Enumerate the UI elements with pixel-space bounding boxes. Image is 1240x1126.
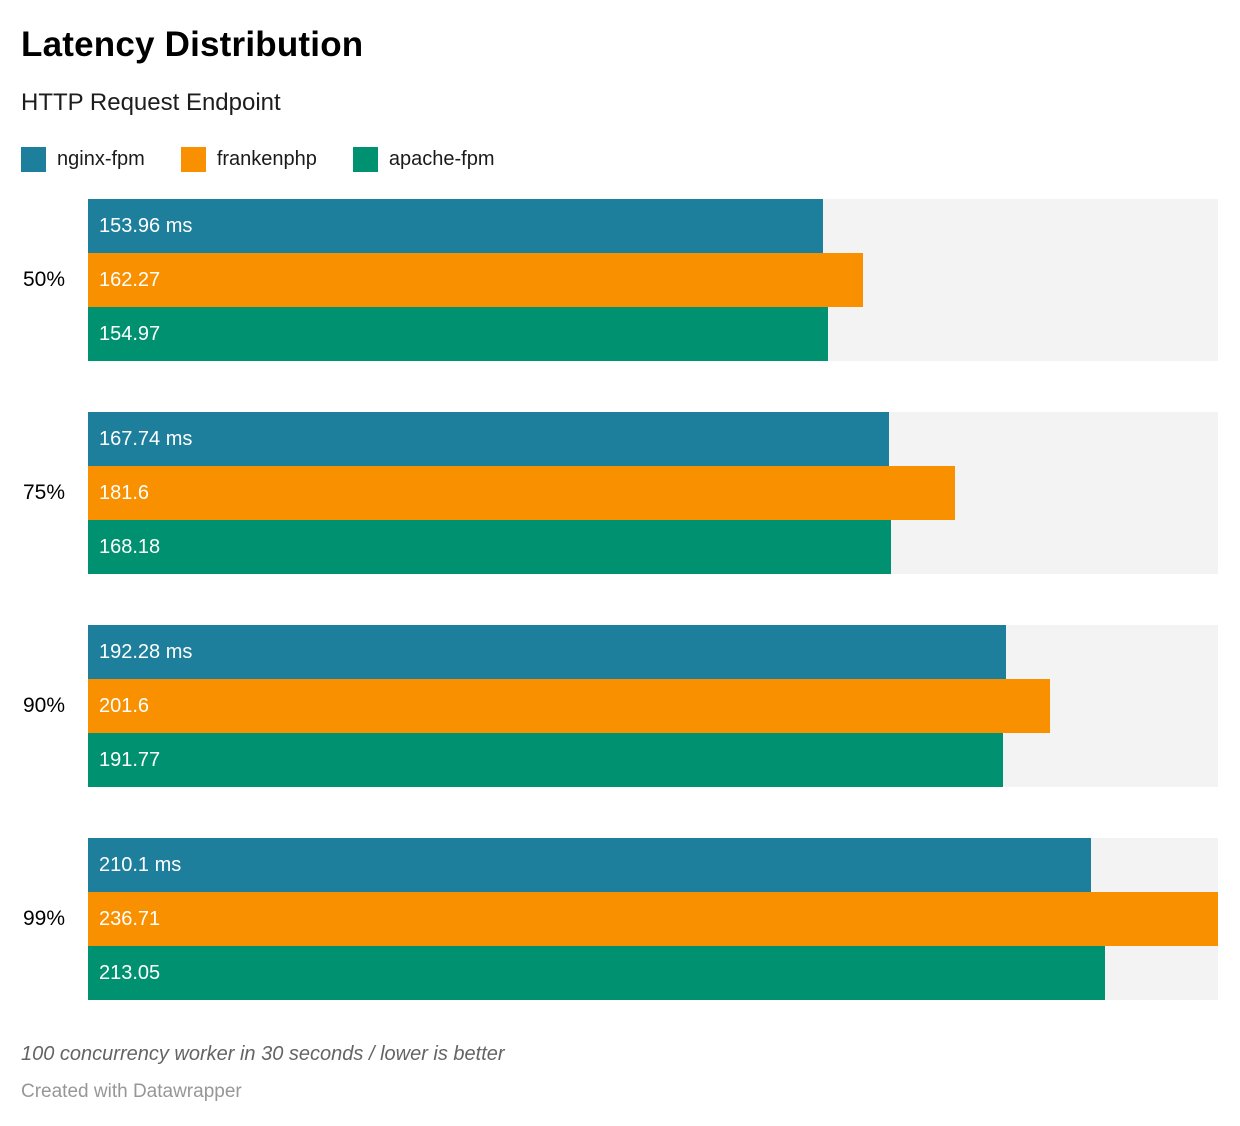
bar-frankenphp: 162.27 xyxy=(88,253,863,308)
bar-apache-fpm: 191.77 xyxy=(88,733,1004,788)
legend-label: frankenphp xyxy=(216,148,317,171)
bar-frankenphp: 181.6 xyxy=(88,466,955,521)
chart-footer: 100 concurrency worker in 30 seconds / l… xyxy=(0,1042,1240,1104)
legend-item-frankenphp: frankenphp xyxy=(180,146,317,172)
bar-group: 50% 153.96 ms 162.27 154.97 xyxy=(0,199,1218,362)
bar-value-label: 153.96 ms xyxy=(99,215,193,238)
legend: nginx-fpm frankenphp apache-fpm xyxy=(21,146,1218,172)
legend-label: apache-fpm xyxy=(388,148,495,171)
chart-header: Latency Distribution HTTP Request Endpoi… xyxy=(0,0,1240,172)
datawrapper-attribution-link[interactable]: Created with Datawrapper xyxy=(21,1081,242,1103)
bar-track: 167.74 ms 181.6 168.18 xyxy=(88,412,1218,575)
chart-title: Latency Distribution xyxy=(21,25,364,64)
bar-chart: 50% 153.96 ms 162.27 154.97 75% 167.74 ms 1… xyxy=(0,199,1240,1001)
bar-apache-fpm: 213.05 xyxy=(88,946,1106,1001)
bar-nginx-fpm: 167.74 ms xyxy=(88,412,889,467)
row-label: 90% xyxy=(22,694,66,718)
bar-value-label: 236.71 xyxy=(99,908,161,931)
chart-subtitle: HTTP Request Endpoint xyxy=(21,88,281,116)
bar-group: 90% 192.28 ms 201.6 191.77 xyxy=(0,625,1218,788)
row-label: 99% xyxy=(22,907,66,931)
bar-track: 210.1 ms 236.71 213.05 xyxy=(88,838,1218,1001)
bar-value-label: 167.74 ms xyxy=(99,428,193,451)
bar-group: 75% 167.74 ms 181.6 168.18 xyxy=(0,412,1218,575)
legend-item-apache-fpm: apache-fpm xyxy=(352,146,495,172)
bar-nginx-fpm: 153.96 ms xyxy=(88,199,823,254)
bar-apache-fpm: 154.97 xyxy=(88,307,828,362)
chart-footnote: 100 concurrency worker in 30 seconds / l… xyxy=(21,1043,505,1066)
bar-value-label: 154.97 xyxy=(99,323,161,346)
bar-value-label: 191.77 xyxy=(99,749,161,772)
bar-nginx-fpm: 210.1 ms xyxy=(88,838,1091,893)
legend-swatch xyxy=(352,146,378,172)
chart-groups: 50% 153.96 ms 162.27 154.97 75% 167.74 ms 1… xyxy=(0,199,1218,1001)
row-label: 75% xyxy=(22,481,66,505)
bar-frankenphp: 201.6 xyxy=(88,679,1051,734)
bar-value-label: 213.05 xyxy=(99,962,161,985)
bar-apache-fpm: 168.18 xyxy=(88,520,891,575)
bar-nginx-fpm: 192.28 ms xyxy=(88,625,1006,680)
bar-value-label: 192.28 ms xyxy=(99,641,193,664)
legend-swatch xyxy=(180,146,206,172)
legend-swatch xyxy=(21,146,46,172)
bar-group: 99% 210.1 ms 236.71 213.05 xyxy=(0,838,1218,1001)
bar-value-label: 168.18 xyxy=(99,536,161,559)
bar-value-label: 162.27 xyxy=(99,269,161,292)
bar-track: 153.96 ms 162.27 154.97 xyxy=(88,199,1218,362)
legend-label: nginx-fpm xyxy=(57,148,145,171)
bar-value-label: 181.6 xyxy=(99,482,150,505)
bar-value-label: 201.6 xyxy=(99,695,150,718)
row-label: 50% xyxy=(22,268,66,292)
bar-frankenphp: 236.71 xyxy=(88,892,1218,947)
bar-value-label: 210.1 ms xyxy=(99,854,182,877)
bar-track: 192.28 ms 201.6 191.77 xyxy=(88,625,1218,788)
legend-item-nginx-fpm: nginx-fpm xyxy=(21,146,145,172)
